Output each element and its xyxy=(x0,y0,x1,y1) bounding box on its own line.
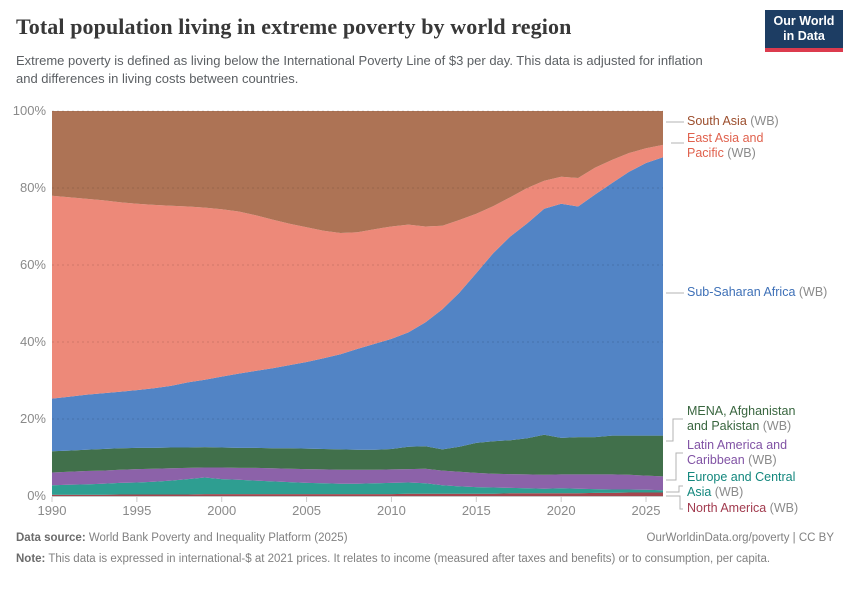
chart-title: Total population living in extreme pover… xyxy=(16,14,572,39)
legend-item-sub-saharan-africa[interactable]: Sub-Saharan Africa (WB) xyxy=(687,285,847,300)
legend-item-south-asia[interactable]: South Asia (WB) xyxy=(687,114,847,129)
x-axis-label-2005: 2005 xyxy=(292,503,322,518)
legend-wb-suffix: (WB) xyxy=(795,285,828,299)
x-axis-label-2000: 2000 xyxy=(207,503,237,518)
legend-item-north-america[interactable]: North America (WB) xyxy=(687,501,847,516)
chart-footer: Data source: World Bank Poverty and Ineq… xyxy=(16,530,834,569)
legend-connector xyxy=(666,452,683,481)
legend-connector xyxy=(666,485,683,493)
y-axis-label-40: 40% xyxy=(19,334,46,349)
legend-label-line: Latin America and xyxy=(687,438,788,452)
legend-label-line: Pacific (WB) xyxy=(687,146,756,160)
legend-label-line: MENA, Afghanistan xyxy=(687,404,796,418)
y-axis-label-60: 60% xyxy=(19,257,46,272)
legend-connector xyxy=(666,495,683,510)
y-axis-label-100: 100% xyxy=(12,103,46,118)
y-axis-label-20: 20% xyxy=(19,411,46,426)
y-axis-label-0: 0% xyxy=(27,488,46,503)
area-latin-america-and-caribbean-wb[interactable] xyxy=(52,467,663,491)
legend-wb-suffix: (WB) xyxy=(744,453,777,467)
legend-label-line: Sub-Saharan Africa (WB) xyxy=(687,285,828,299)
area-sub-saharan-africa-wb[interactable] xyxy=(52,157,663,452)
owid-license-link[interactable]: OurWorldinData.org/poverty | CC BY xyxy=(646,532,834,544)
legend-wb-suffix: (WB) xyxy=(711,485,744,499)
legend-item-mena-afghanistan-and-pakistan[interactable]: MENA, Afghanistan and Pakistan (WB) xyxy=(687,404,847,434)
data-source: Data source: World Bank Poverty and Ineq… xyxy=(16,530,348,547)
legend-label-line: South Asia (WB) xyxy=(687,114,779,128)
area-east-asia-and-pacific-wb[interactable] xyxy=(52,144,663,399)
legend-label-line: Caribbean (WB) xyxy=(687,453,777,467)
note-text: This data is expressed in international-… xyxy=(45,553,771,566)
area-mena-afghanistan-and-pakistan-wb[interactable] xyxy=(52,434,663,477)
legend-label-line: and Pakistan (WB) xyxy=(687,419,792,433)
owid-logo-line2: in Data xyxy=(783,29,825,43)
legend-label-line: Europe and Central xyxy=(687,470,796,484)
x-axis-label-2020: 2020 xyxy=(546,503,576,518)
note-label: Note: xyxy=(16,553,46,566)
x-axis-label-1990: 1990 xyxy=(37,503,67,518)
x-axis-label-2010: 2010 xyxy=(376,503,406,518)
x-axis-label-1995: 1995 xyxy=(122,503,152,518)
area-south-asia-wb[interactable] xyxy=(52,111,663,233)
legend-item-latin-america-and-caribbean[interactable]: Latin America and Caribbean (WB) xyxy=(687,438,847,468)
legend-label-line: Asia (WB) xyxy=(687,485,744,499)
x-axis-label-2015: 2015 xyxy=(461,503,491,518)
legend-wb-suffix: (WB) xyxy=(723,146,756,160)
x-axis-label-2025: 2025 xyxy=(631,503,661,518)
legend-connector xyxy=(666,418,683,442)
y-axis-label-80: 80% xyxy=(19,180,46,195)
chart-subtitle: Extreme poverty is defined as living bel… xyxy=(16,53,703,86)
legend-item-east-asia-and-pacific[interactable]: East Asia and Pacific (WB) xyxy=(687,131,847,161)
area-north-america-wb[interactable] xyxy=(52,492,663,497)
legend-label-line: North America (WB) xyxy=(687,501,799,515)
stacked-area-chart[interactable] xyxy=(0,0,850,530)
legend-wb-suffix: (WB) xyxy=(766,501,799,515)
owid-logo[interactable]: Our World in Data xyxy=(765,10,843,52)
data-source-label: Data source: xyxy=(16,532,86,544)
legend-item-europe-and-central-asia[interactable]: Europe and Central Asia (WB) xyxy=(687,470,847,500)
legend-wb-suffix: (WB) xyxy=(746,114,779,128)
data-source-text: World Bank Poverty and Inequality Platfo… xyxy=(85,532,348,544)
area-europe-and-central-asia-wb[interactable] xyxy=(52,477,663,495)
owid-logo-line1: Our World xyxy=(773,14,835,28)
legend-wb-suffix: (WB) xyxy=(759,419,792,433)
legend-label-line: East Asia and xyxy=(687,131,764,145)
chart-note: Note: This data is expressed in internat… xyxy=(16,551,834,568)
